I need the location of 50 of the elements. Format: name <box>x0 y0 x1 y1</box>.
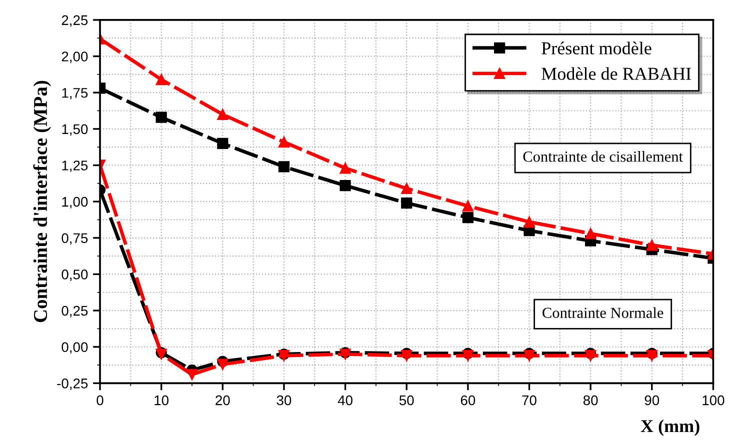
point <box>462 212 474 224</box>
point <box>186 368 198 380</box>
point <box>585 228 596 240</box>
x-tick-label: 90 <box>644 395 660 406</box>
point <box>217 138 228 149</box>
x-tick-label: 70 <box>522 395 536 406</box>
point <box>278 161 290 172</box>
x-tick-label: 80 <box>583 395 598 406</box>
annotation: Contrainte de cisaillement <box>523 151 683 162</box>
point <box>646 240 658 251</box>
y-tick-label: 0,25 <box>62 306 88 318</box>
y-tick-label: -0,25 <box>57 378 88 390</box>
x-tick-label: 50 <box>399 395 414 406</box>
annotation: Contrainte Normale <box>542 307 664 318</box>
x-tick-label: 20 <box>216 395 230 406</box>
y-tick-label: 0,00 <box>62 342 88 354</box>
x-tick-label: 10 <box>154 395 169 406</box>
point <box>401 350 412 362</box>
point <box>462 350 474 362</box>
point <box>524 350 535 362</box>
y-tick-label: 2,25 <box>62 15 88 27</box>
y-tick-label: 1,25 <box>62 160 88 172</box>
legend-label: Présent modèle <box>542 42 652 54</box>
y-tick-label: 1,00 <box>62 196 88 208</box>
point <box>217 108 228 120</box>
point <box>585 350 596 362</box>
y-axis-title: Contrainte d'interface (MPa) <box>33 80 51 322</box>
point <box>156 112 167 123</box>
point <box>462 200 474 212</box>
y-tick-label: 1,50 <box>62 124 88 136</box>
point <box>524 216 535 228</box>
y-tick-label: 0,50 <box>62 270 88 282</box>
point <box>646 350 658 362</box>
y-tick-label: 0,75 <box>62 233 88 245</box>
x-axis-title: X (mm) <box>640 420 700 436</box>
point <box>278 136 290 148</box>
point <box>217 358 228 370</box>
point <box>401 197 412 209</box>
point <box>340 180 351 192</box>
x-tick-label: 0 <box>96 395 104 406</box>
point <box>156 74 167 86</box>
y-tick-label: 1,75 <box>62 88 88 100</box>
x-tick-label: 40 <box>338 395 352 406</box>
point <box>340 162 351 174</box>
x-tick-label: 100 <box>702 395 724 406</box>
x-tick-label: 30 <box>276 395 292 406</box>
x-tick-label: 60 <box>460 395 476 406</box>
point <box>401 182 412 194</box>
legend-label: Modèle de RABAHI <box>542 67 691 80</box>
y-tick-label: 2,00 <box>62 52 88 64</box>
